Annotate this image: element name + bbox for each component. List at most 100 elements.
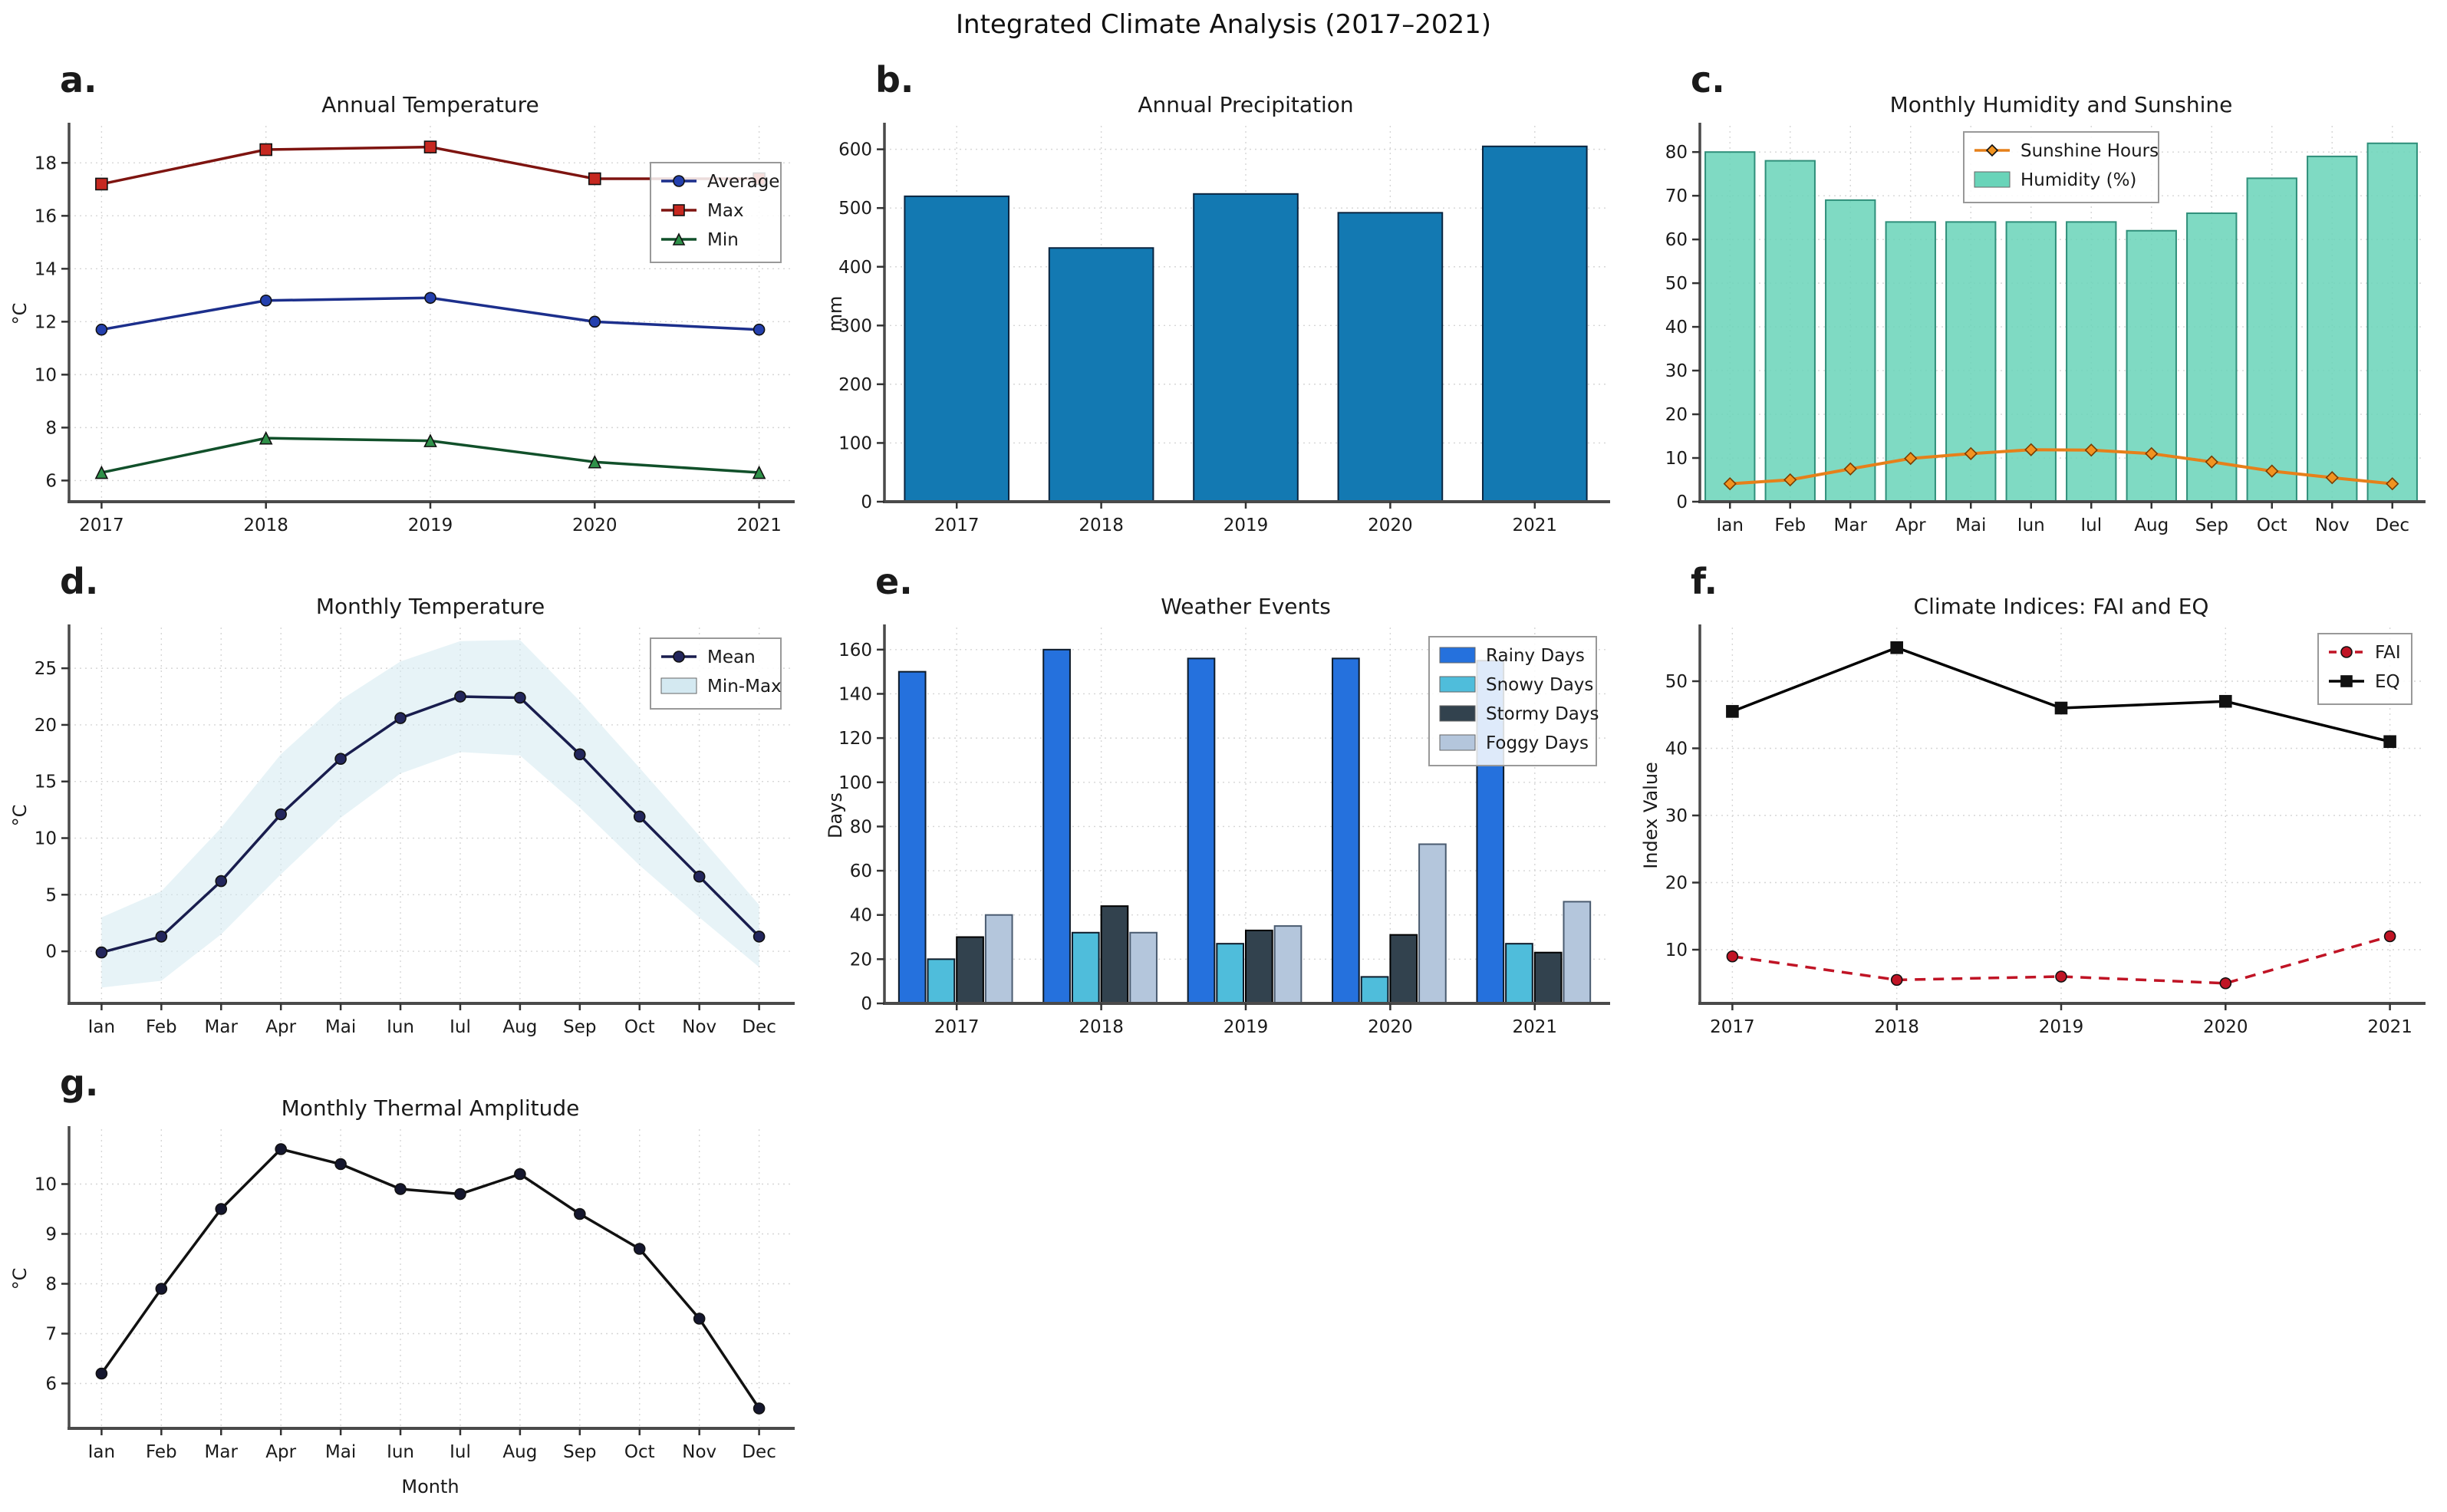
svg-text:Sep: Sep — [2195, 516, 2228, 535]
svg-text:Monthly Thermal Amplitude: Monthly Thermal Amplitude — [282, 1095, 580, 1121]
svg-text:Feb: Feb — [146, 1017, 177, 1037]
svg-text:Annual Precipitation: Annual Precipitation — [1138, 92, 1353, 117]
svg-text:0: 0 — [1676, 492, 1688, 512]
svg-text:16: 16 — [35, 206, 57, 226]
svg-text:Sep: Sep — [563, 1442, 596, 1462]
svg-text:Mai: Mai — [325, 1442, 356, 1462]
svg-text:Ian: Ian — [88, 1017, 115, 1037]
svg-text:160: 160 — [838, 641, 872, 660]
svg-text:Min-Max: Min-Max — [707, 677, 782, 697]
svg-text:2019: 2019 — [408, 516, 453, 535]
svg-text:10: 10 — [1665, 940, 1688, 960]
svg-text:100: 100 — [838, 433, 872, 453]
svg-text:Min: Min — [707, 230, 739, 250]
svg-text:2018: 2018 — [243, 516, 288, 535]
svg-text:Monthly Humidity and Sunshine: Monthly Humidity and Sunshine — [1890, 92, 2233, 117]
svg-text:Ian: Ian — [88, 1442, 115, 1462]
svg-text:EQ: EQ — [2375, 672, 2400, 692]
svg-text:Dec: Dec — [2375, 516, 2409, 535]
svg-text:Rainy Days: Rainy Days — [1486, 646, 1585, 666]
svg-text:10: 10 — [1665, 449, 1688, 469]
svg-text:2018: 2018 — [1874, 1017, 1919, 1037]
svg-text:c.: c. — [1691, 59, 1725, 100]
svg-text:Oct: Oct — [624, 1442, 655, 1462]
svg-text:70: 70 — [1665, 186, 1688, 206]
svg-text:6: 6 — [45, 471, 57, 491]
svg-text:9: 9 — [45, 1225, 57, 1245]
panel-d-monthly-temperature: 0 5 10 15 20 25 Ian Feb Mar Apr Mai Iun Iul Aug Sep Oct… — [8, 551, 809, 1048]
svg-text:50: 50 — [1665, 274, 1688, 294]
panel-b-chart: 0 100 200 300 400 500 600 2017 2018 2019 2020 2021 A… — [825, 59, 1610, 535]
svg-text:Iul: Iul — [450, 1442, 471, 1462]
svg-text:Mar: Mar — [205, 1017, 239, 1037]
svg-text:600: 600 — [838, 140, 872, 160]
svg-text:Sunshine Hours: Sunshine Hours — [2021, 141, 2159, 161]
svg-text:80: 80 — [1665, 143, 1688, 163]
svg-text:°C: °C — [9, 303, 31, 325]
svg-text:Foggy Days: Foggy Days — [1486, 733, 1589, 753]
svg-text:b.: b. — [875, 59, 914, 100]
svg-text:Apr: Apr — [1895, 516, 1926, 535]
svg-text:Monthly Temperature: Monthly Temperature — [316, 594, 545, 619]
svg-text:Mai: Mai — [1955, 516, 1986, 535]
svg-text:5: 5 — [45, 885, 57, 905]
svg-text:g.: g. — [60, 1062, 98, 1104]
svg-text:2017: 2017 — [934, 1017, 980, 1037]
svg-text:18: 18 — [35, 153, 57, 173]
svg-text:Nov: Nov — [682, 1442, 716, 1462]
svg-text:Nov: Nov — [682, 1017, 716, 1037]
svg-text:500: 500 — [838, 199, 872, 219]
svg-text:Weather Events: Weather Events — [1161, 594, 1331, 619]
svg-text:2021: 2021 — [1513, 516, 1558, 535]
svg-text:e.: e. — [875, 561, 913, 602]
svg-text:30: 30 — [1665, 806, 1688, 826]
svg-text:Snowy Days: Snowy Days — [1486, 675, 1593, 695]
svg-text:Sep: Sep — [563, 1017, 596, 1037]
svg-text:Aug: Aug — [502, 1442, 537, 1462]
svg-text:Apr: Apr — [265, 1017, 296, 1037]
svg-text:120: 120 — [838, 729, 872, 749]
svg-text:40: 40 — [1665, 318, 1688, 338]
svg-text:100: 100 — [838, 773, 872, 793]
svg-text:mm: mm — [825, 296, 846, 332]
svg-text:60: 60 — [850, 861, 872, 881]
svg-text:10: 10 — [35, 1175, 57, 1195]
svg-text:a.: a. — [60, 59, 97, 100]
svg-text:Mai: Mai — [325, 1017, 356, 1037]
panel-a-chart: 6 8 10 12 14 16 18 2017 2018 2019 2020 2021 Annual T… — [9, 59, 795, 535]
svg-text:0: 0 — [861, 492, 872, 512]
svg-text:Aug: Aug — [502, 1017, 537, 1037]
svg-text:°C: °C — [9, 805, 31, 827]
panel-f-climate-indices: 10 20 30 40 50 2017 2018 2019 2020 2021 Climate In… — [1638, 551, 2439, 1048]
svg-text:Ian: Ian — [1717, 516, 1744, 535]
svg-text:7: 7 — [45, 1325, 57, 1345]
panel-g-thermal-amplitude: 6 7 8 9 10 Ian Feb Mar Apr Mai Iun Iul Aug Sep Oct Nov D… — [8, 1052, 809, 1511]
svg-text:Index Value: Index Value — [1640, 762, 1662, 869]
svg-text:Month: Month — [401, 1476, 459, 1497]
svg-text:Iun: Iun — [2017, 516, 2045, 535]
svg-text:Iul: Iul — [2080, 516, 2102, 535]
svg-text:2020: 2020 — [1368, 1017, 1413, 1037]
svg-text:10: 10 — [35, 365, 57, 385]
svg-text:FAI: FAI — [2375, 643, 2401, 663]
svg-text:2017: 2017 — [1710, 1017, 1755, 1037]
svg-text:Days: Days — [825, 792, 846, 838]
svg-text:Mean: Mean — [707, 647, 756, 667]
figure-title: Integrated Climate Analysis (2017–2021) — [956, 9, 1491, 40]
svg-text:Dec: Dec — [742, 1017, 776, 1037]
panel-f-chart: 10 20 30 40 50 2017 2018 2019 2020 2021 Climate In… — [1640, 561, 2426, 1037]
svg-text:Feb: Feb — [1774, 516, 1806, 535]
svg-text:8: 8 — [45, 418, 57, 438]
svg-text:14: 14 — [35, 259, 57, 279]
svg-text:Iun: Iun — [387, 1442, 414, 1462]
svg-text:Iul: Iul — [450, 1017, 471, 1037]
panel-g-chart: 6 7 8 9 10 Ian Feb Mar Apr Mai Iun Iul Aug Sep Oct Nov D… — [9, 1062, 795, 1497]
svg-text:2017: 2017 — [934, 516, 980, 535]
svg-text:60: 60 — [1665, 230, 1688, 250]
svg-text:2020: 2020 — [2203, 1017, 2248, 1037]
svg-text:2019: 2019 — [1224, 1017, 1269, 1037]
svg-text:d.: d. — [60, 561, 98, 602]
svg-text:Aug: Aug — [2134, 516, 2169, 535]
svg-text:Oct: Oct — [624, 1017, 655, 1037]
svg-text:8: 8 — [45, 1275, 57, 1295]
